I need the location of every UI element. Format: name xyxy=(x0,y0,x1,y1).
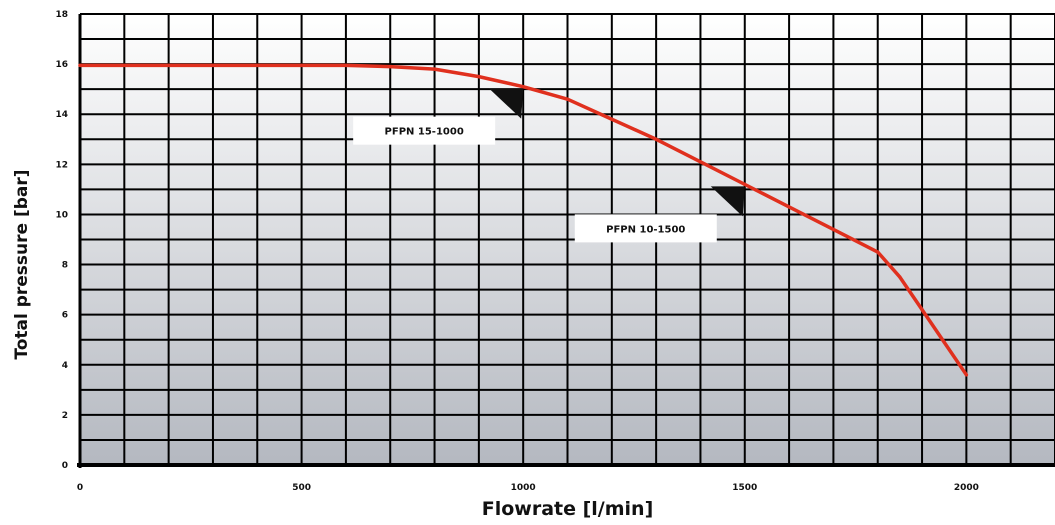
y-tick-label: 10 xyxy=(55,210,68,220)
callouts: PFPN 15-1000 PFPN 10-1500 xyxy=(353,88,745,243)
callout-label: PFPN 15-1000 xyxy=(385,127,464,138)
y-tick-label: 14 xyxy=(55,110,68,120)
callout-pointer xyxy=(710,186,745,217)
data-point xyxy=(898,275,902,279)
data-point xyxy=(521,85,525,89)
data-point xyxy=(167,63,171,67)
y-tick-label: 12 xyxy=(55,160,68,170)
y-tick-label: 4 xyxy=(62,361,68,371)
callout-label: PFPN 10-1500 xyxy=(606,224,685,235)
x-tick-label: 1000 xyxy=(511,483,536,493)
grid xyxy=(80,13,1055,465)
callout-pointer xyxy=(489,88,524,119)
callout-box xyxy=(574,214,717,243)
y-tick-label: 0 xyxy=(62,461,68,471)
x-tick-label: 500 xyxy=(292,483,311,493)
data-point xyxy=(78,63,82,67)
data-point xyxy=(942,340,946,344)
x-tick-label: 1500 xyxy=(732,483,757,493)
data-point xyxy=(920,308,924,312)
data-point xyxy=(255,63,259,67)
y-tick-label: 16 xyxy=(55,60,68,70)
callout-box xyxy=(353,116,496,145)
data-point xyxy=(610,117,614,121)
data-point xyxy=(432,67,437,71)
data-point xyxy=(964,373,968,377)
y-tick-label: 8 xyxy=(62,261,68,271)
data-point xyxy=(787,205,791,209)
x-axis-title: Flowrate [l/min] xyxy=(482,498,654,520)
callout: PFPN 15-1000 xyxy=(353,88,524,145)
series-line xyxy=(78,63,969,377)
data-point xyxy=(876,250,880,254)
data-point xyxy=(565,97,570,101)
y-tick-label: 18 xyxy=(55,10,68,20)
series xyxy=(78,63,969,377)
data-point xyxy=(344,63,348,67)
y-axis-title: Total pressure [bar] xyxy=(12,169,32,359)
x-tick-label: 2000 xyxy=(954,483,979,493)
data-point xyxy=(743,182,747,186)
data-point xyxy=(831,227,836,232)
y-tick-label: 6 xyxy=(62,311,68,321)
axes xyxy=(77,14,1055,468)
callout: PFPN 10-1500 xyxy=(574,186,745,243)
data-point xyxy=(477,75,481,79)
x-tick-label: 0 xyxy=(77,483,83,493)
tick-labels: 0 2 4 6 8 10 12 14 16 18 0 500 1000 1500 2000 xyxy=(55,10,978,493)
data-point xyxy=(654,137,658,141)
data-point xyxy=(698,160,703,164)
y-tick-label: 2 xyxy=(62,411,68,421)
data-point xyxy=(388,65,392,69)
